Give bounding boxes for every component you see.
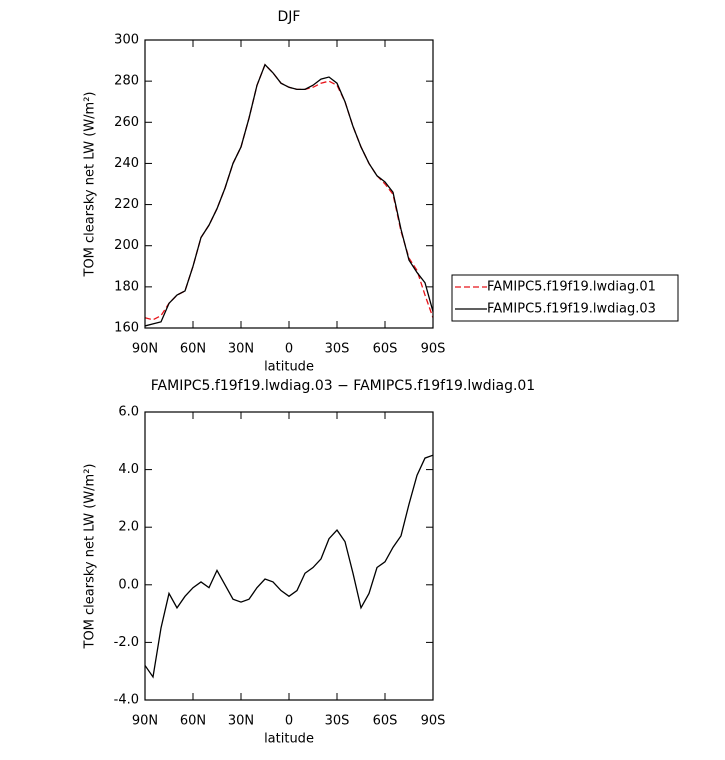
legend-box [451, 274, 679, 322]
x-tick-label: 60S [373, 714, 398, 729]
y-tick-label: 260 [114, 115, 139, 130]
x-tick-label: 90S [421, 342, 446, 357]
y-axis-label: TOM clearsky net LW (W/m²) [83, 91, 98, 277]
x-tick-label: 30S [325, 342, 350, 357]
y-tick-label: 160 [114, 321, 139, 336]
x-axis-label: latitude [264, 732, 314, 747]
data-line [144, 63, 434, 327]
chart-title: FAMIPC5.f19f19.lwdiag.03 − FAMIPC5.f19f1… [151, 378, 535, 394]
y-tick-label: -4.0 [114, 693, 139, 708]
y-tick-label: 6.0 [118, 405, 139, 420]
x-tick-label: 0 [285, 714, 293, 729]
plot-frame [144, 39, 434, 329]
x-axis-label: latitude [264, 360, 314, 375]
chart-title: DJF [278, 9, 301, 25]
data-line [144, 454, 434, 679]
legend-label: FAMIPC5.f19f19.lwdiag.01 [487, 280, 656, 295]
y-tick-label: 180 [114, 279, 139, 294]
x-tick-label: 30N [228, 714, 254, 729]
x-tick-label: 30S [325, 714, 350, 729]
y-tick-label: 220 [114, 197, 139, 212]
y-axis-label: TOM clearsky net LW (W/m²) [83, 463, 98, 649]
y-tick-label: 280 [114, 74, 139, 89]
legend-label: FAMIPC5.f19f19.lwdiag.03 [487, 302, 656, 317]
x-tick-label: 30N [228, 342, 254, 357]
x-tick-label: 90N [132, 342, 158, 357]
x-tick-label: 90S [421, 714, 446, 729]
x-tick-label: 90N [132, 714, 158, 729]
plot-frame [144, 411, 434, 701]
x-tick-label: 60N [180, 342, 206, 357]
y-tick-label: 240 [114, 156, 139, 171]
x-tick-label: 0 [285, 342, 293, 357]
y-tick-label: -2.0 [114, 635, 139, 650]
y-tick-label: 300 [114, 33, 139, 48]
y-tick-label: 2.0 [118, 520, 139, 535]
y-tick-label: 4.0 [118, 462, 139, 477]
x-tick-label: 60S [373, 342, 398, 357]
x-tick-label: 60N [180, 714, 206, 729]
y-tick-label: 0.0 [118, 577, 139, 592]
y-tick-label: 200 [114, 238, 139, 253]
